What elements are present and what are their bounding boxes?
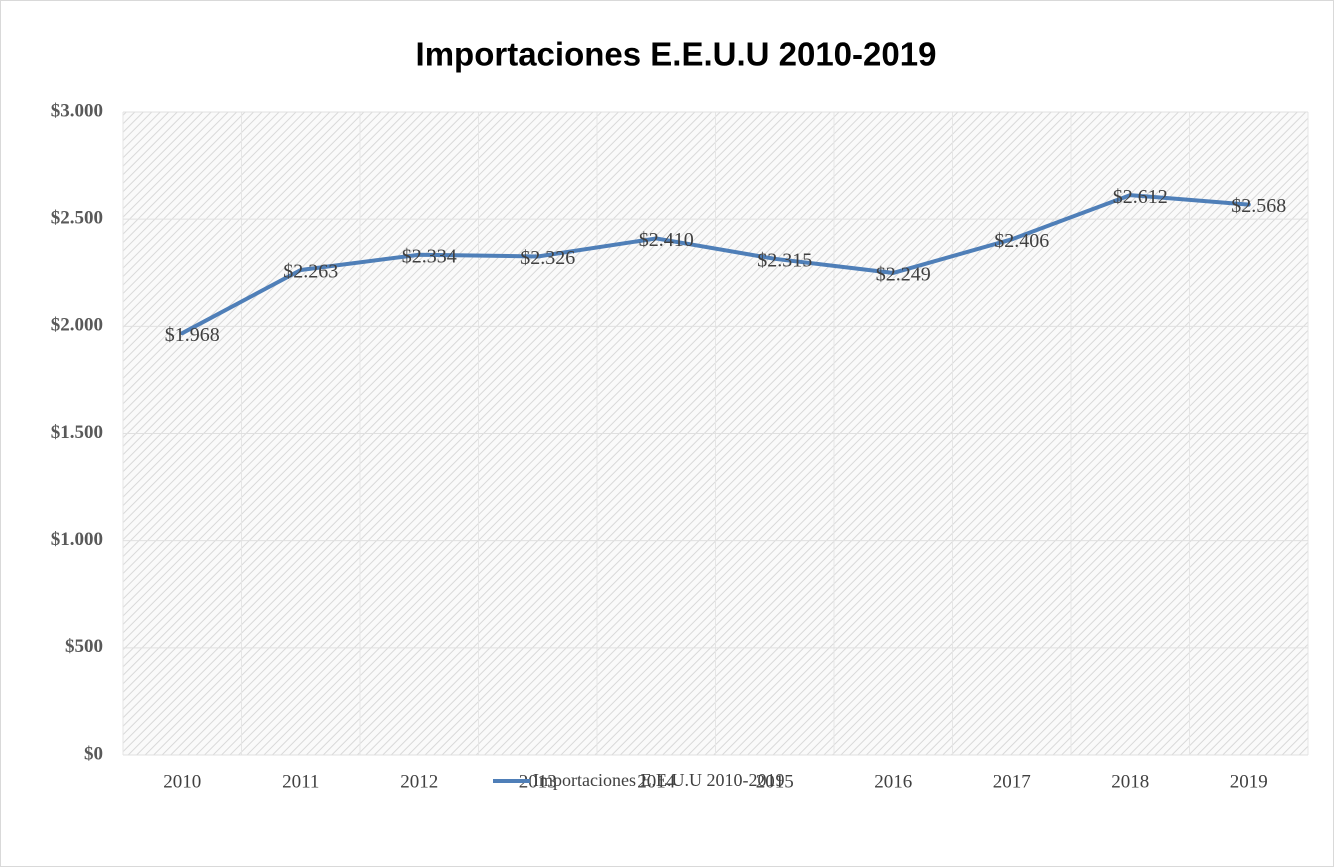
x-tick-label: 2015: [756, 771, 794, 792]
y-tick-label: $2.000: [51, 315, 103, 336]
data-label: $2.263: [283, 261, 338, 283]
x-tick-label: 2012: [400, 771, 438, 792]
x-tick-label: 2017: [993, 771, 1031, 792]
legend-label: Importaciones E.E.U.U 2010-2019: [533, 770, 784, 790]
y-tick-label: $0: [84, 743, 103, 764]
data-label: $2.612: [1113, 186, 1168, 208]
y-tick-label: $3.000: [51, 100, 103, 121]
data-label: $2.249: [876, 264, 931, 286]
y-tick-label: $1.500: [51, 422, 103, 443]
chart-title: Importaciones E.E.U.U 2010-2019: [416, 36, 937, 73]
y-tick-label: $2.500: [51, 208, 103, 229]
x-tick-label: 2019: [1230, 771, 1268, 792]
data-label: $2.406: [994, 230, 1049, 252]
data-label: $2.568: [1231, 195, 1286, 217]
x-tick-label: 2014: [637, 771, 676, 792]
data-label: $2.315: [757, 249, 812, 271]
data-label: $1.968: [165, 324, 220, 346]
data-label: $2.326: [520, 247, 575, 269]
data-label: $2.410: [639, 229, 694, 251]
x-tick-label: 2010: [163, 771, 201, 792]
x-tick-label: 2016: [874, 771, 912, 792]
y-tick-label: $1.000: [51, 529, 103, 550]
data-line: [180, 193, 1251, 336]
x-tick-label: 2018: [1111, 771, 1149, 792]
data-label: $2.334: [402, 245, 457, 267]
x-tick-label: 2011: [282, 771, 319, 792]
y-tick-label: $500: [65, 636, 103, 657]
x-tick-label: 2013: [519, 771, 557, 792]
